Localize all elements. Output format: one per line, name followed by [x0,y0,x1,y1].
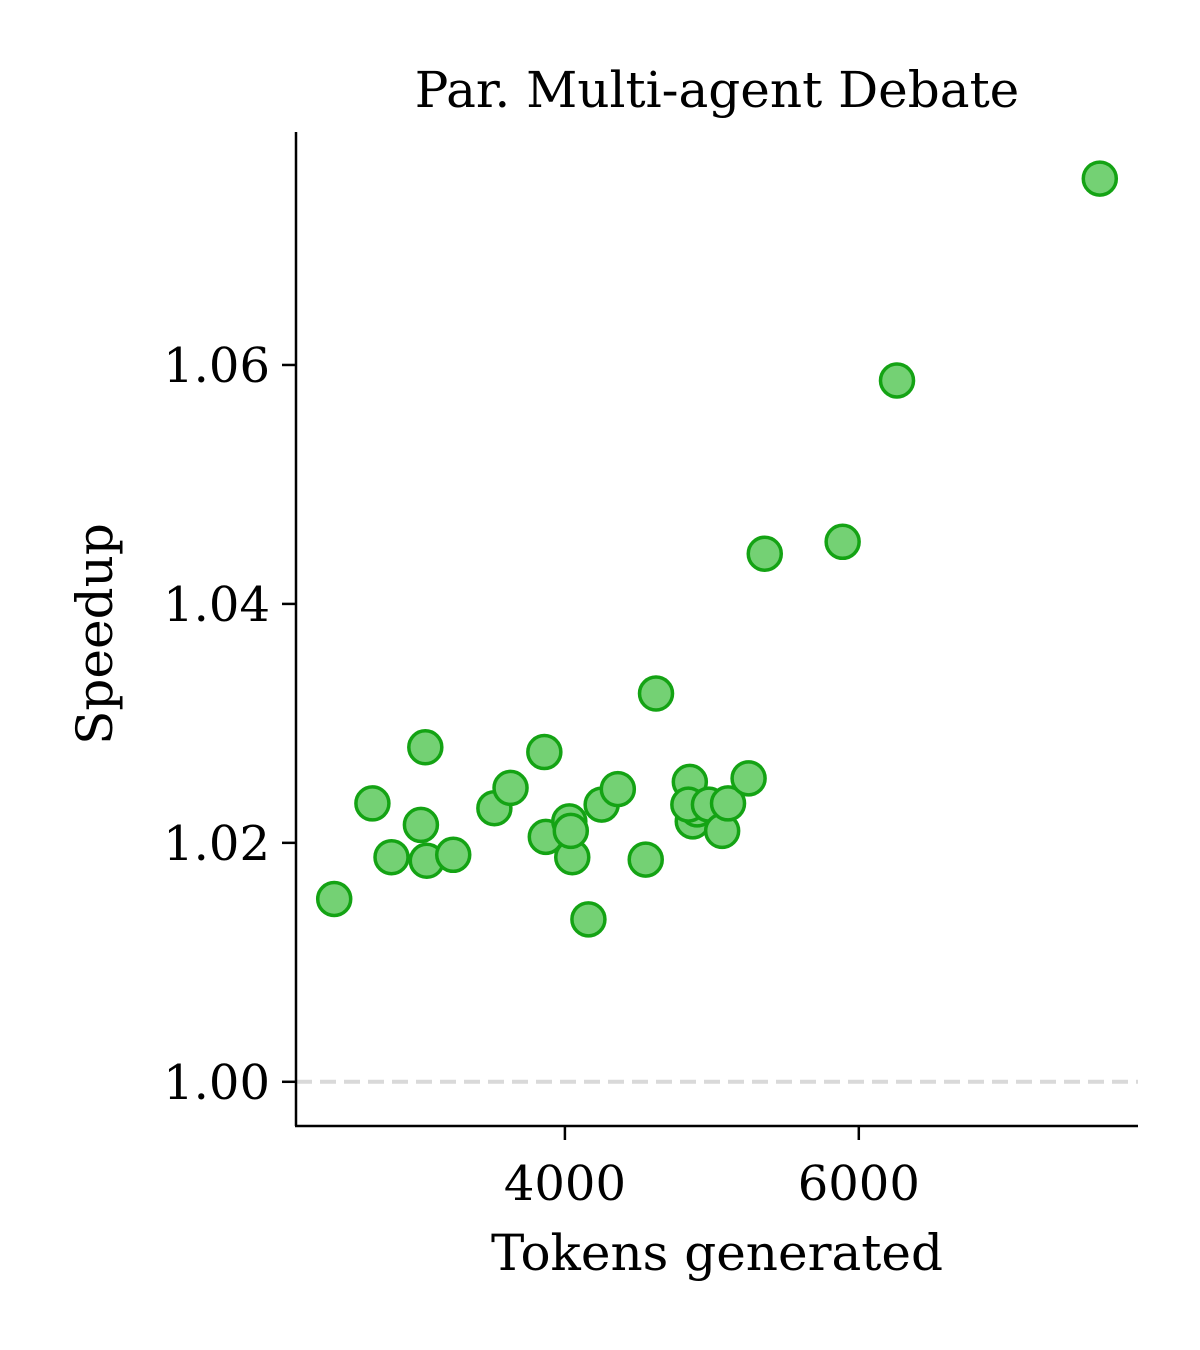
data-point-4 [402,806,440,844]
data-point-17 [599,770,637,808]
data-point-29 [824,523,861,561]
data-point-9 [492,769,529,807]
data-point-15 [570,901,607,938]
y-axis-ticks: 1.00 1.02 1.04 1.06 [163,338,296,1111]
data-point-30 [878,362,916,399]
chart-title: Par. Multi-agent Debate [415,61,1020,119]
y-tick-label-2: 1.02 [163,816,270,872]
y-axis-label: Speedup [66,523,124,745]
data-point-7 [434,836,472,874]
data-point-3 [373,838,410,876]
data-point-31 [1081,160,1119,197]
x-tick-label-1: 4000 [504,1156,626,1212]
data-point-19 [637,675,675,712]
x-tick-label-2: 6000 [798,1156,920,1212]
data-point-5 [407,729,444,766]
x-axis-ticks: 4000 6000 [504,1126,920,1212]
data-point-2 [354,785,391,822]
data-point-14 [552,812,590,850]
x-axis-label: Tokens generated [491,1224,943,1282]
y-tick-label-3: 1.04 [163,577,270,633]
data-point-18 [627,841,664,878]
data-point-1 [315,880,353,918]
data-point-10 [526,733,563,771]
y-tick-label-4: 1.06 [163,338,270,394]
y-tick-label-1: 1.00 [163,1055,270,1111]
data-point-28 [746,535,784,572]
data-points [315,160,1119,938]
data-point-26 [709,785,747,822]
data-point-27 [730,760,767,797]
